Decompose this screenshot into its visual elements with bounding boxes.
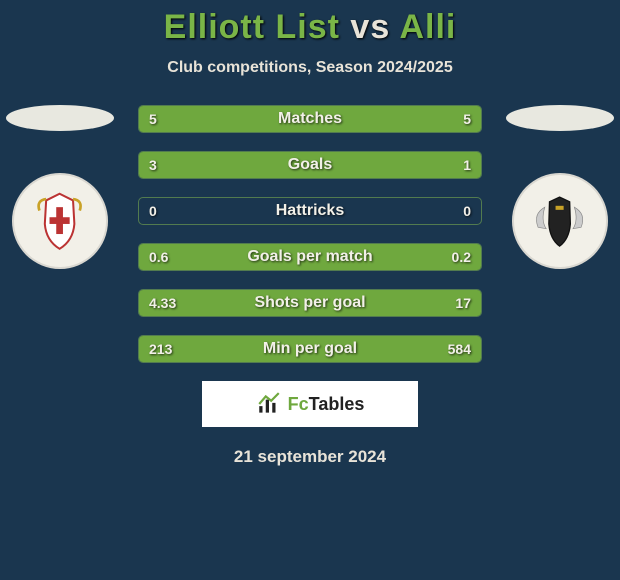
stat-value-right: 0	[453, 198, 481, 224]
brand-badge: FcTables	[202, 381, 418, 427]
stat-label: Goals	[139, 152, 481, 178]
stat-value-right: 5	[453, 106, 481, 132]
crest-icon	[526, 187, 593, 254]
stat-row: 5Matches5	[138, 105, 482, 133]
stat-value-right: 0.2	[442, 244, 481, 270]
crest-icon	[26, 187, 93, 254]
stat-row: 3Goals1	[138, 151, 482, 179]
stat-label: Hattricks	[139, 198, 481, 224]
date-text: 21 september 2024	[0, 447, 620, 467]
stat-label: Min per goal	[139, 336, 481, 362]
player1-column	[0, 105, 120, 269]
stat-value-right: 17	[445, 290, 481, 316]
brand-text: FcTables	[288, 394, 365, 415]
stat-label: Goals per match	[139, 244, 481, 270]
player2-column	[500, 105, 620, 269]
header: Elliott List vs Alli Club competitions, …	[0, 0, 620, 77]
stat-row: 0.6Goals per match0.2	[138, 243, 482, 271]
player2-crest	[512, 173, 608, 269]
stat-label: Matches	[139, 106, 481, 132]
stats-table: 5Matches5 3Goals1 0Hattricks0 0.6Goals per …	[138, 105, 482, 363]
player1-crest	[12, 173, 108, 269]
stat-value-right: 1	[453, 152, 481, 178]
stat-label: Shots per goal	[139, 290, 481, 316]
content: 5Matches5 3Goals1 0Hattricks0 0.6Goals per …	[0, 105, 620, 467]
chart-icon	[256, 391, 282, 417]
player1-avatar	[6, 105, 114, 131]
page-title: Elliott List vs Alli	[0, 8, 620, 47]
vs-text: vs	[350, 8, 390, 46]
stat-value-right: 584	[438, 336, 481, 362]
player2-avatar	[506, 105, 614, 131]
stat-row: 0Hattricks0	[138, 197, 482, 225]
stat-row: 213Min per goal584	[138, 335, 482, 363]
subtitle: Club competitions, Season 2024/2025	[0, 59, 620, 77]
player2-name: Alli	[399, 8, 456, 46]
stat-row: 4.33Shots per goal17	[138, 289, 482, 317]
player1-name: Elliott List	[164, 8, 340, 46]
